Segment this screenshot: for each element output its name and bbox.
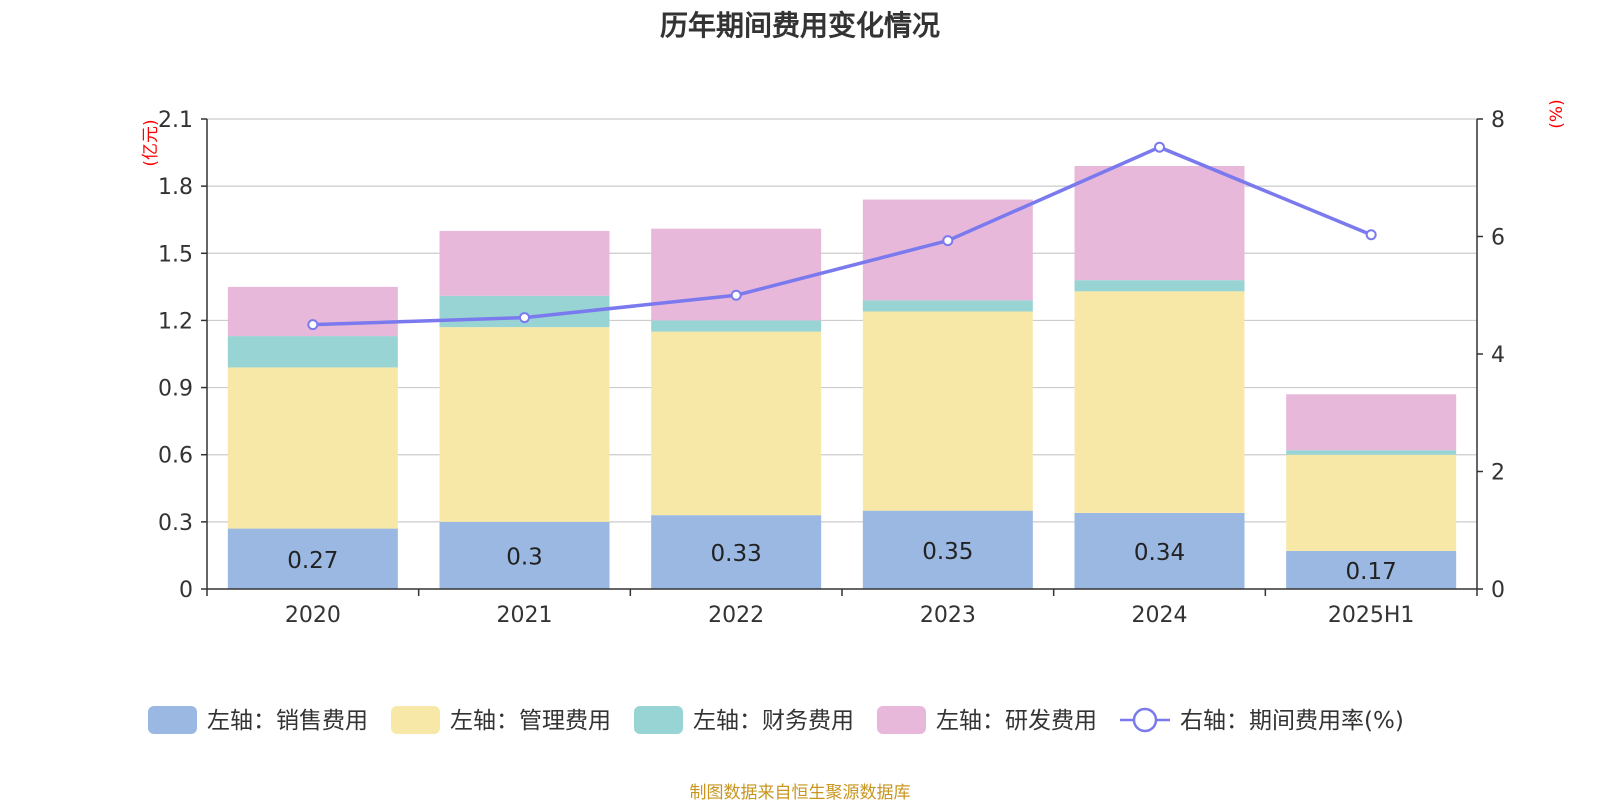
source-note: 制图数据来自恒生聚源数据库 bbox=[689, 783, 911, 803]
bar-admin bbox=[227, 367, 398, 529]
rate-line-point bbox=[730, 289, 742, 301]
legend-item-sales-label: 左轴：销售费用 bbox=[207, 708, 368, 734]
bar-rd bbox=[651, 228, 822, 321]
legend-item-rate-marker bbox=[1132, 707, 1158, 733]
rate-line-point bbox=[1154, 141, 1165, 153]
bar-admin bbox=[439, 327, 610, 522]
bar-sales bbox=[227, 528, 398, 589]
bar-admin bbox=[1286, 454, 1457, 551]
bar-sales bbox=[439, 521, 610, 589]
left-axis-tick-label: 1.8 bbox=[158, 175, 193, 200]
legend-item-admin-label: 左轴：管理费用 bbox=[450, 708, 611, 734]
bar-sales-value-label: 0.34 bbox=[1134, 540, 1185, 566]
bar-finance bbox=[1286, 450, 1457, 455]
x-axis-category-label: 2025H1 bbox=[1328, 603, 1415, 628]
axes: 0 0.3 0.6 0.9 1.2 1.5 1.8 2.1 0 2 4 6 8 (亿元) (%) 2020 20… bbox=[141, 99, 1567, 628]
bar-sales bbox=[1286, 550, 1457, 589]
bar-finance bbox=[862, 300, 1033, 312]
bar-rd bbox=[1074, 166, 1245, 281]
bars bbox=[227, 166, 1457, 589]
rate-line-point bbox=[1365, 229, 1377, 241]
rate-line-point bbox=[942, 235, 954, 247]
bar-finance bbox=[227, 336, 398, 368]
right-axis-tick-label: 0 bbox=[1491, 578, 1505, 603]
chart-title: 历年期间费用变化情况 bbox=[659, 9, 940, 42]
right-axis-tick-label: 2 bbox=[1491, 461, 1505, 486]
bar-sales-value-label: 0.35 bbox=[922, 539, 973, 565]
x-axis-category-label: 2024 bbox=[1132, 603, 1188, 628]
legend: 左轴：销售费用 左轴：管理费用 左轴：财务费用 左轴：研发费用 右轴：期间费用率(%) bbox=[148, 706, 1404, 734]
left-axis-tick-label: 0 bbox=[179, 578, 193, 603]
rate-line-point bbox=[519, 312, 530, 324]
right-axis-tick-label: 8 bbox=[1491, 108, 1505, 133]
bar-admin bbox=[1074, 291, 1245, 513]
data-labels: 0.27 0.3 0.33 0.35 0.34 0.17 bbox=[287, 539, 1397, 585]
legend-item-finance-label: 左轴：财务费用 bbox=[693, 708, 854, 734]
bar-admin bbox=[862, 311, 1033, 511]
rate-line bbox=[307, 141, 1377, 331]
rate-line-path bbox=[312, 145, 1372, 327]
x-axis-category-label: 2022 bbox=[708, 603, 764, 628]
left-axis-tick-label: 0.3 bbox=[158, 511, 193, 536]
bar-sales bbox=[862, 510, 1033, 589]
left-axis-tick-label: 0.6 bbox=[158, 444, 193, 469]
left-axis-unit: (亿元) bbox=[141, 119, 161, 166]
legend-item-rd-label: 左轴：研发费用 bbox=[936, 708, 1097, 734]
right-axis-unit: (%) bbox=[1547, 99, 1567, 128]
bar-sales-value-label: 0.33 bbox=[711, 541, 762, 567]
legend-item-rate-label: 右轴：期间费用率(%) bbox=[1180, 708, 1404, 734]
legend-item-finance-swatch bbox=[634, 706, 683, 734]
bar-sales bbox=[1074, 512, 1245, 589]
bar-admin bbox=[651, 331, 822, 516]
bar-sales-value-label: 0.27 bbox=[287, 548, 338, 574]
right-axis-tick-label: 6 bbox=[1491, 226, 1505, 251]
right-axis-tick-label: 4 bbox=[1491, 343, 1505, 368]
left-axis-tick-label: 2.1 bbox=[158, 108, 193, 133]
bar-sales bbox=[651, 515, 822, 589]
bar-sales-value-label: 0.17 bbox=[1346, 559, 1397, 585]
left-axis-tick-label: 0.9 bbox=[158, 377, 193, 402]
bar-rd bbox=[1286, 394, 1457, 451]
bar-sales-value-label: 0.3 bbox=[506, 544, 543, 570]
x-axis-category-label: 2021 bbox=[497, 603, 553, 628]
left-axis-tick-label: 1.2 bbox=[158, 309, 193, 334]
x-axis-category-label: 2023 bbox=[920, 603, 976, 628]
bar-rd bbox=[439, 230, 610, 296]
left-axis-tick-label: 1.5 bbox=[158, 242, 193, 267]
x-axis-category-label: 2020 bbox=[285, 603, 341, 628]
legend-item-admin-swatch bbox=[391, 706, 440, 734]
bar-finance bbox=[1074, 280, 1245, 292]
bar-finance bbox=[651, 320, 822, 332]
legend-item-rd-swatch bbox=[877, 706, 926, 734]
legend-item-sales-swatch bbox=[148, 706, 197, 734]
rate-line-point bbox=[307, 319, 319, 331]
